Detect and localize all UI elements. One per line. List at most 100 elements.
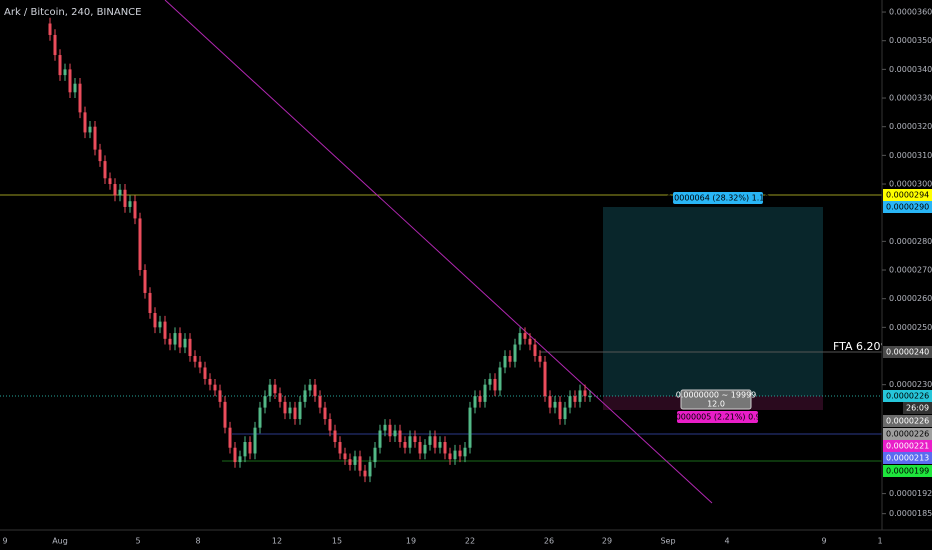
candle-body xyxy=(143,270,147,293)
candle-body xyxy=(308,384,312,391)
candle-body xyxy=(348,459,352,465)
candle-body xyxy=(333,430,337,443)
candle-body xyxy=(258,407,262,428)
candles xyxy=(48,17,592,483)
candle-body xyxy=(553,401,557,408)
candle-body xyxy=(268,384,272,397)
candle-body xyxy=(123,189,127,207)
x-tick-label: 8 xyxy=(195,537,200,546)
candle-body xyxy=(293,407,297,420)
candle-body xyxy=(483,384,487,402)
candle-body xyxy=(108,178,112,185)
candle-body xyxy=(93,126,97,150)
candle-body xyxy=(83,112,87,133)
candle-body xyxy=(503,356,507,368)
price-label-bg xyxy=(883,428,932,440)
candle-body xyxy=(493,378,497,391)
candle-body xyxy=(578,390,582,402)
label-bg xyxy=(673,192,763,204)
candle-body xyxy=(543,361,547,397)
price-label: 0.0000294 xyxy=(886,191,929,200)
y-tick-label: 0.0000310 xyxy=(889,151,932,160)
candle-body xyxy=(353,456,357,465)
price-label-bg xyxy=(883,440,932,452)
candle-body xyxy=(528,338,532,345)
x-tick-label: 4 xyxy=(724,537,729,546)
candle-body xyxy=(153,313,157,328)
candle-body xyxy=(263,396,267,408)
price-label-bg xyxy=(883,465,932,477)
candle-body xyxy=(383,424,387,431)
y-tick-label: 0.0000250 xyxy=(889,323,932,332)
x-tick-label: Sep xyxy=(660,537,675,546)
candle-body xyxy=(408,436,412,448)
candle-body xyxy=(368,462,372,477)
candle-body xyxy=(398,430,402,443)
candle-body xyxy=(328,419,332,431)
price-label-bg xyxy=(883,189,932,201)
price-label: 0.0000226 xyxy=(886,430,929,439)
candle-body xyxy=(303,390,307,402)
candle-body xyxy=(253,427,257,454)
candle-body xyxy=(473,396,477,408)
x-tick-label: Aug xyxy=(52,537,68,546)
price-label-bg xyxy=(883,346,932,358)
trend-line xyxy=(164,0,713,504)
countdown-bg xyxy=(903,402,932,414)
price-label-bg xyxy=(883,452,932,464)
candle-body xyxy=(183,338,187,348)
target-zone xyxy=(603,207,823,396)
candle-body xyxy=(488,378,492,385)
label-bg xyxy=(680,389,752,410)
candle-body xyxy=(273,384,277,394)
y-tick-label: 0.0000185 xyxy=(889,509,932,518)
price-label: 0.0000226 xyxy=(886,417,929,426)
y-tick-label: 0.0000320 xyxy=(889,122,932,131)
candle-body xyxy=(588,396,592,398)
candle-body xyxy=(563,407,567,420)
candle-body xyxy=(523,333,527,339)
price-label: 0.0000221 xyxy=(886,442,929,451)
position-label: 12.0 xyxy=(707,400,725,409)
candle-body xyxy=(548,396,552,408)
x-tick-label: 15 xyxy=(332,537,342,546)
drawings xyxy=(0,0,882,504)
x-tick-label: 12 xyxy=(272,537,282,546)
candle-body xyxy=(388,424,392,437)
candle-body xyxy=(573,396,577,402)
countdown: 26:09 xyxy=(906,404,929,413)
candle-body xyxy=(68,69,72,93)
candle-body xyxy=(443,442,447,454)
x-tick-label: 5 xyxy=(135,537,140,546)
annotation: FTA 6.20% xyxy=(833,340,891,353)
candle-body xyxy=(133,201,137,219)
chart-title: Ark / Bitcoin, 240, BINANCE xyxy=(4,7,141,18)
candle-body xyxy=(378,430,382,448)
candle-body xyxy=(283,401,287,414)
candle-body xyxy=(458,450,462,457)
x-tick-label: 9 xyxy=(2,537,7,546)
price-label: 0.0000290 xyxy=(886,203,929,212)
candle-body xyxy=(58,55,62,76)
y-tick-label: 0.0000192 xyxy=(889,489,932,498)
candle-body xyxy=(118,189,122,196)
y-tick-label: 0.0000270 xyxy=(889,266,932,275)
candle-body xyxy=(88,126,92,133)
label-bg xyxy=(677,411,758,423)
candle-body xyxy=(358,456,362,471)
y-tick-label: 0.0000260 xyxy=(889,294,932,303)
candle-body xyxy=(513,344,517,362)
candle-body xyxy=(468,407,472,448)
candle-body xyxy=(418,442,422,454)
candle-body xyxy=(318,396,322,408)
candle-body xyxy=(403,442,407,448)
candle-body xyxy=(163,321,167,339)
candle-body xyxy=(568,396,572,408)
y-tick-label: 0.0000340 xyxy=(889,65,932,74)
candle-body xyxy=(73,83,77,93)
y-tick-label: 0.0000280 xyxy=(889,237,932,246)
candle-body xyxy=(128,201,132,207)
price-label: 0.0000226 xyxy=(886,392,929,401)
candle-body xyxy=(288,407,292,414)
